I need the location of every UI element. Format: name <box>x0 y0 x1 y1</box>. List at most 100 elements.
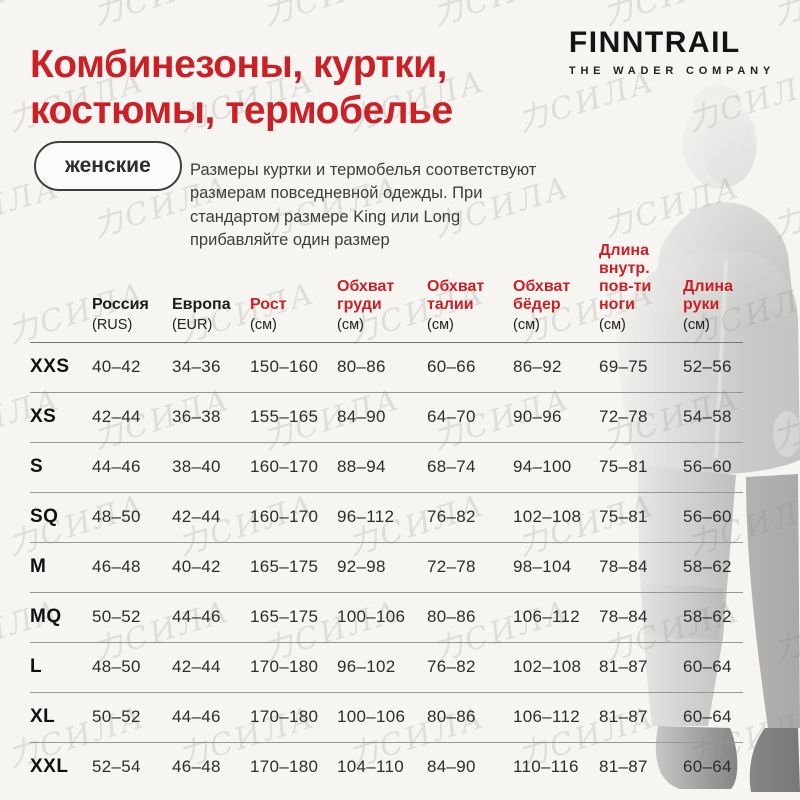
size-value: 64–70 <box>427 407 476 427</box>
size-value: 78–84 <box>599 607 648 627</box>
size-value: 40–42 <box>92 357 141 377</box>
table-row: XL 50–52 44–46 170–180 100–106 80–86 106–112 81… <box>30 693 743 743</box>
size-value: 94–100 <box>513 457 572 477</box>
size-label: XXS <box>30 356 70 378</box>
size-value: 155–165 <box>250 407 319 427</box>
size-label: SQ <box>30 506 59 528</box>
column-header: Обхват груди (см) <box>337 277 395 333</box>
table-row: XXS 40–42 34–36 150–160 80–86 60–66 86–92 69–75… <box>30 343 743 393</box>
column-header: Рост (см) <box>250 295 287 333</box>
column-header: Европа (EUR) <box>172 295 231 333</box>
size-value: 69–75 <box>599 357 648 377</box>
size-value: 88–94 <box>337 457 386 477</box>
size-value: 44–46 <box>92 457 141 477</box>
size-value: 58–62 <box>683 607 732 627</box>
size-value: 60–64 <box>683 707 732 727</box>
size-value: 150–160 <box>250 357 319 377</box>
column-header-size <box>30 330 92 333</box>
size-value: 44–46 <box>172 607 221 627</box>
size-label: XXL <box>30 756 69 778</box>
size-value: 102–108 <box>513 507 582 527</box>
size-value: 81–87 <box>599 657 648 677</box>
size-value: 106–112 <box>513 607 581 627</box>
size-value: 60–64 <box>683 657 732 677</box>
brand-logo-text: FINNTRAIL <box>568 26 741 59</box>
size-value: 34–36 <box>172 357 221 377</box>
size-value: 165–175 <box>250 557 319 577</box>
size-value: 76–82 <box>427 657 476 677</box>
size-value: 68–74 <box>427 457 476 477</box>
size-value: 90–96 <box>513 407 562 427</box>
page-title-line1: Комбинезоны, куртки, <box>30 43 447 87</box>
size-value: 96–112 <box>337 507 395 527</box>
size-value: 86–92 <box>513 357 562 377</box>
size-value: 170–180 <box>250 657 319 677</box>
size-value: 52–56 <box>683 357 732 377</box>
table-header-row: Россия (RUS) Европа (EUR) Рост (см) Обхват гру… <box>30 242 743 343</box>
column-header: Россия (RUS) <box>92 295 149 333</box>
page-title-line2: костюмы, термобелье <box>30 88 453 132</box>
size-label: S <box>30 456 44 478</box>
size-value: 42–44 <box>172 657 221 677</box>
brand-tagline: THE WADER COMPANY <box>568 65 775 77</box>
size-value: 36–38 <box>172 407 221 427</box>
size-value: 48–50 <box>92 657 141 677</box>
size-value: 42–44 <box>92 407 141 427</box>
table-row: SQ 48–50 42–44 160–170 96–112 76–82 102–108 75–… <box>30 493 743 543</box>
size-value: 46–48 <box>92 557 141 577</box>
size-value: 75–81 <box>599 507 648 527</box>
sizing-note: Размеры куртки и термобелья соответствую… <box>190 160 537 250</box>
size-value: 81–87 <box>599 757 648 777</box>
size-value: 50–52 <box>92 607 141 627</box>
size-value: 165–175 <box>250 607 319 627</box>
page-title: Комбинезоны, куртки, костюмы, термобелье <box>30 42 453 133</box>
size-value: 80–86 <box>427 607 476 627</box>
size-value: 42–44 <box>172 507 221 527</box>
size-value: 54–58 <box>683 407 732 427</box>
size-value: 52–54 <box>92 757 141 777</box>
column-header: Длина руки (см) <box>683 277 733 333</box>
size-value: 102–108 <box>513 657 582 677</box>
size-value: 81–87 <box>599 707 648 727</box>
table-row: XS 42–44 36–38 155–165 84–90 64–70 90–96 72–78 5… <box>30 393 743 443</box>
size-value: 160–170 <box>250 457 319 477</box>
size-value: 80–86 <box>427 707 476 727</box>
table-row: S 44–46 38–40 160–170 88–94 68–74 94–100 75–81 5… <box>30 443 743 493</box>
size-label: XL <box>30 706 56 728</box>
size-value: 100–106 <box>337 607 406 627</box>
size-value: 75–81 <box>599 457 648 477</box>
column-header: Обхват талии (см) <box>427 277 485 333</box>
table-row: M 46–48 40–42 165–175 92–98 72–78 98–104 78–84 5… <box>30 543 743 593</box>
size-value: 58–62 <box>683 557 732 577</box>
gender-badge-women[interactable]: женские <box>34 141 182 191</box>
size-value: 76–82 <box>427 507 476 527</box>
size-value: 160–170 <box>250 507 319 527</box>
table-row: L 48–50 42–44 170–180 96–102 76–82 102–108 81–8… <box>30 643 743 693</box>
column-header: Обхват бёдер (см) <box>513 277 571 333</box>
brand-logo: FINNTRAIL THE WADER COMPANY <box>569 26 775 77</box>
size-value: 60–64 <box>683 757 732 777</box>
size-value: 92–98 <box>337 557 386 577</box>
size-value: 38–40 <box>172 457 221 477</box>
table-row: XXL 52–54 46–48 170–180 104–110 84–90 110–116 8… <box>30 743 743 792</box>
size-value: 72–78 <box>427 557 476 577</box>
size-value: 60–66 <box>427 357 476 377</box>
size-value: 78–84 <box>599 557 648 577</box>
size-value: 44–46 <box>172 707 221 727</box>
size-value: 106–112 <box>513 707 581 727</box>
column-header: Длина внутр. пов-ти ноги (см) <box>599 242 652 333</box>
size-value: 98–104 <box>513 557 572 577</box>
size-label: MQ <box>30 606 62 628</box>
size-value: 48–50 <box>92 507 141 527</box>
size-table: Россия (RUS) Европа (EUR) Рост (см) Обхват гру… <box>30 242 743 792</box>
model-photo <box>540 78 800 800</box>
size-value: 80–86 <box>337 357 386 377</box>
size-value: 50–52 <box>92 707 141 727</box>
size-value: 104–110 <box>337 757 405 777</box>
size-value: 170–180 <box>250 757 319 777</box>
size-value: 72–78 <box>599 407 648 427</box>
size-label: M <box>30 556 47 578</box>
size-value: 84–90 <box>337 407 386 427</box>
size-value: 110–116 <box>513 757 579 777</box>
size-value: 56–60 <box>683 507 732 527</box>
